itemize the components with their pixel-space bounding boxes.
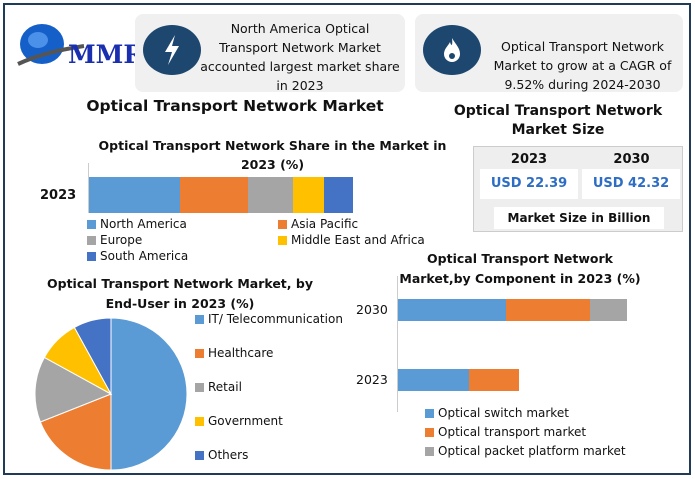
logo-text: MMR xyxy=(68,40,145,69)
category-label: 2023 xyxy=(356,372,388,387)
legend-item: South America xyxy=(87,249,188,263)
pie-slice xyxy=(34,356,113,423)
pie-slice xyxy=(110,317,188,471)
legend-item: IT/ Telecommunication xyxy=(195,312,343,326)
legend-swatch xyxy=(87,219,96,229)
bar-segment-optical-switch-market xyxy=(398,369,469,391)
legend-swatch xyxy=(425,408,434,418)
legend-swatch xyxy=(278,219,287,229)
legend-item: North America xyxy=(87,217,187,231)
legend-label: Optical switch market xyxy=(438,406,569,420)
market-size-title: Optical Transport Network Market Size xyxy=(453,103,663,138)
legend-label: Others xyxy=(208,448,249,462)
pie-chart-title: Optical Transport Network Market, by End… xyxy=(47,276,313,311)
bar-segment-europe xyxy=(248,177,294,213)
legend-item: Others xyxy=(195,448,248,462)
share-bar xyxy=(89,177,353,213)
legend-swatch xyxy=(195,348,204,358)
legend-item: Optical transport market xyxy=(425,425,586,439)
legend-item: Optical packet platform market xyxy=(425,444,626,458)
bar-segment-north-america xyxy=(89,177,181,213)
legend-item: Healthcare xyxy=(195,346,273,360)
legend-item: Government xyxy=(195,414,283,428)
share-chart-category: 2023 xyxy=(40,188,77,203)
legend-item: Europe xyxy=(87,233,142,247)
size-value-2023: USD 22.39 xyxy=(480,169,578,199)
info-card-text: North America Optical Transport Network … xyxy=(200,21,400,93)
legend-swatch xyxy=(195,416,204,426)
component-chart-title: Optical Transport Network Market,by Comp… xyxy=(399,251,641,286)
legend-swatch xyxy=(425,446,434,456)
bar-segment-optical-switch-market xyxy=(398,299,506,321)
legend-swatch xyxy=(195,314,204,324)
bar-segment-middle-east-and-africa xyxy=(293,177,324,213)
legend-item: Retail xyxy=(195,380,242,394)
share-chart-title: Optical Transport Network Share in the M… xyxy=(98,138,447,172)
legend-label: Middle East and Africa xyxy=(291,233,425,247)
main-title: Optical Transport Network Market xyxy=(86,97,384,115)
pie-chart xyxy=(34,317,188,471)
legend-swatch xyxy=(195,450,204,460)
legend-swatch xyxy=(87,235,96,245)
legend-label: North America xyxy=(100,217,187,231)
flame-icon xyxy=(423,25,481,75)
size-year-2030: 2030 xyxy=(613,152,650,167)
bar-segment-optical-packet-platform-market xyxy=(590,299,627,321)
category-label: 2030 xyxy=(356,302,388,317)
legend-label: Asia Pacific xyxy=(291,217,359,231)
size-year-2023: 2023 xyxy=(510,152,548,167)
pie-slice xyxy=(73,317,112,395)
size-value-2030: USD 42.32 xyxy=(582,169,680,199)
infographic-frame xyxy=(3,3,691,475)
share-chart-axis xyxy=(88,163,89,213)
market-size-table: 2023 2030 USD 22.39 USD 42.32 Market Siz… xyxy=(473,146,683,232)
legend-label: Healthcare xyxy=(208,346,274,360)
legend-label: Optical transport market xyxy=(438,425,587,439)
bar-segment-optical-transport-market xyxy=(505,299,591,321)
legend-item: Middle East and Africa xyxy=(278,233,425,247)
size-footer: Market Size in Billion xyxy=(494,207,664,229)
legend-label: South America xyxy=(100,249,189,263)
legend-label: Government xyxy=(208,414,283,428)
pie-slice xyxy=(39,393,112,471)
bar-segment-south-america xyxy=(323,177,353,213)
legend-label: IT/ Telecommunication xyxy=(208,312,343,326)
legend-label: Retail xyxy=(208,380,242,394)
bar-segment-asia-pacific xyxy=(180,177,249,213)
lightning-icon xyxy=(143,25,201,75)
legend-label: Optical packet platform market xyxy=(438,444,626,458)
legend-swatch xyxy=(278,235,287,245)
logo: MMR xyxy=(14,16,144,72)
legend-swatch xyxy=(87,251,96,261)
info-card-text: Optical Transport Network Market to grow… xyxy=(493,39,672,92)
legend-label: Europe xyxy=(100,233,143,247)
legend-swatch xyxy=(195,382,204,392)
legend-swatch xyxy=(425,427,434,437)
bar-segment-optical-transport-market xyxy=(468,369,520,391)
component-chart-axis xyxy=(397,276,398,412)
legend-item: Asia Pacific xyxy=(278,217,358,231)
legend-item: Optical switch market xyxy=(425,406,569,420)
